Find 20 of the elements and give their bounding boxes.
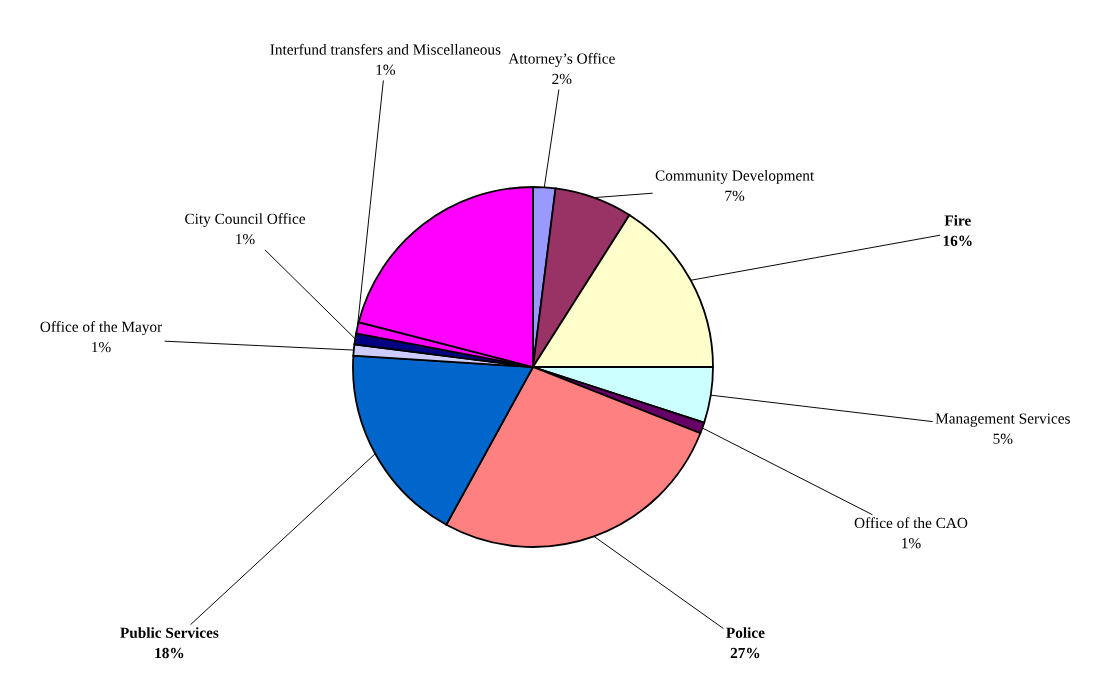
data-label: 1% — [92, 341, 111, 353]
slice-label: Management Services — [935, 413, 1070, 427]
slice-label: Office of the Mayor — [40, 321, 163, 336]
slice-label: Fire — [944, 214, 971, 226]
slice-label: Community Development — [655, 169, 815, 184]
slice-label: Interfund transfers and Miscellaneous — [270, 43, 501, 55]
data-label: 1% — [902, 538, 921, 549]
slice-label: Public Services — [120, 627, 219, 638]
data-label: 5% — [993, 433, 1013, 444]
data-label: 1% — [236, 233, 255, 245]
data-label: 7% — [725, 190, 745, 201]
data-label: 1% — [376, 64, 396, 75]
slice-label: Police — [726, 627, 765, 638]
slice-label: Office of the CAO — [854, 517, 968, 529]
slice-label: Attorney’s Office — [508, 52, 615, 67]
data-label: 16% — [943, 235, 972, 246]
data-label: 27% — [730, 647, 760, 659]
data-label: 2% — [552, 73, 572, 85]
data-label: 18% — [155, 647, 184, 659]
slice-label: City Council Office — [185, 213, 306, 228]
